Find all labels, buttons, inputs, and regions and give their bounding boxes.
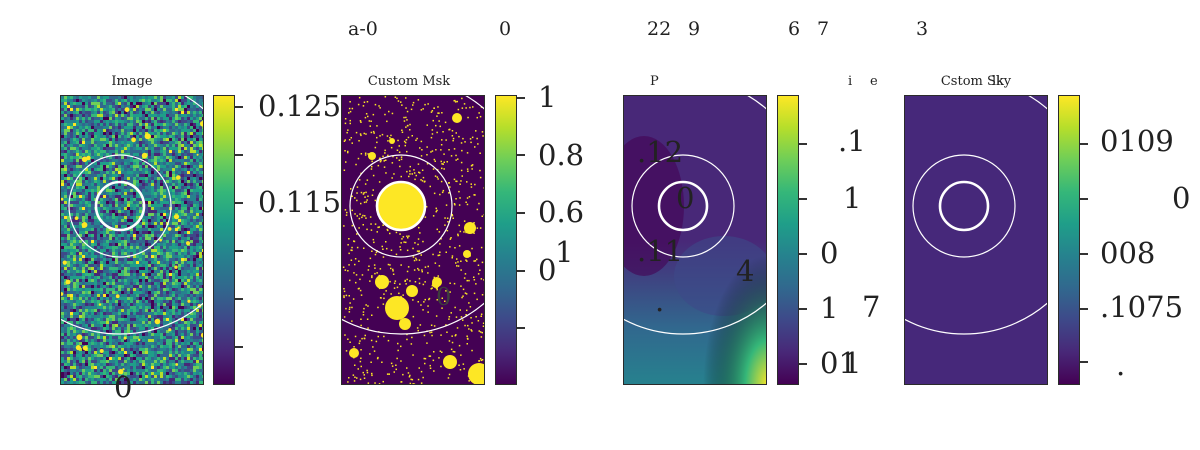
- p-stray-label: 7: [862, 290, 881, 324]
- panel-title-p: P: [650, 74, 659, 89]
- mask-colorbar-tick: [517, 327, 525, 329]
- aperture-ring: [631, 154, 735, 258]
- p-stray-label: .: [655, 284, 665, 318]
- aperture-ring: [61, 96, 203, 335]
- p-colorbar-tick-label: 0: [820, 236, 839, 270]
- top-label-1: a-0: [348, 18, 378, 40]
- mask-colorbar-tick: [517, 97, 525, 99]
- p-colorbar-tick-label: .1: [838, 124, 866, 158]
- p-stray-label: 1: [843, 346, 862, 380]
- mask-colorbar-tick: [517, 154, 525, 156]
- aperture-ring: [905, 96, 1047, 335]
- sky-colorbar-tick-label: .: [1116, 348, 1126, 382]
- p-stray-label: .12: [637, 135, 684, 169]
- p-heatmap: [623, 95, 767, 385]
- image-colorbar-tick: [235, 346, 243, 348]
- mask-colorbar-tick-label: 0.8: [538, 138, 585, 172]
- image-heatmap-canvas: [61, 96, 203, 384]
- p-colorbar-tick: [799, 308, 807, 310]
- image-heatmap: [60, 95, 204, 385]
- p-stray-label: 4: [736, 254, 755, 288]
- mask-colorbar-tick-label: 0.6: [538, 195, 585, 229]
- mask-colorbar: [495, 95, 517, 385]
- p-colorbar-tick: [799, 363, 807, 365]
- p-bright-corner: [624, 96, 766, 384]
- image-colorbar-tick: [235, 202, 243, 204]
- top-label-4: 9: [688, 18, 701, 40]
- panel-title-sky: Cstom Sky: [940, 74, 1012, 89]
- aperture-ring: [912, 154, 1016, 258]
- image-colorbar-tick: [235, 154, 243, 156]
- top-label-3: 22: [647, 18, 672, 40]
- sky-background: [905, 96, 1047, 384]
- panel-title-image: Image: [111, 74, 153, 89]
- sky-colorbar-tick-label: .1075: [1100, 290, 1184, 324]
- mask-colorbar-tick-label: 1: [538, 80, 557, 114]
- mask-stray-label: 1: [555, 235, 574, 269]
- mask-colorbar-tick-label: 0: [538, 253, 557, 287]
- sky-heatmap-canvas: [905, 96, 1047, 384]
- sky-stray-label: 0: [1172, 181, 1191, 215]
- mask-target: [376, 181, 426, 231]
- aperture-rings: [342, 96, 484, 335]
- p-colorbar-tick: [799, 143, 807, 145]
- image-colorbar-tick: [235, 106, 243, 108]
- sky-colorbar-tick: [1080, 198, 1088, 200]
- top-label-6: 7: [817, 18, 830, 40]
- aperture-rings: [624, 96, 766, 335]
- image-colorbar-tick-label: 0.115: [258, 185, 342, 219]
- p-colorbar-tick-label: 01: [820, 346, 857, 380]
- sky-heatmap: [904, 95, 1048, 385]
- p-colorbar-tick: [799, 198, 807, 200]
- mask-heatmap-canvas: [342, 96, 484, 384]
- aperture-rings: [61, 96, 203, 335]
- mask-heatmap: [341, 95, 485, 385]
- mask-sources: [349, 113, 484, 384]
- sky-colorbar: [1058, 95, 1080, 385]
- p-colorbar: [777, 95, 799, 385]
- aperture-ring: [94, 180, 146, 232]
- image-colorbar-tick: [235, 250, 243, 252]
- mask-colorbar-tick: [517, 212, 525, 214]
- aperture-ring: [624, 96, 766, 335]
- image-colorbar-tick: [235, 298, 243, 300]
- sky-colorbar-tick: [1080, 143, 1088, 145]
- aperture-ring: [938, 180, 990, 232]
- p-colorbar-tick: [799, 253, 807, 255]
- image-sources: [61, 107, 203, 384]
- aperture-ring: [349, 154, 453, 258]
- top-label-5: 6: [788, 18, 801, 40]
- aperture-ring: [342, 96, 484, 335]
- mask-colorbar-tick: [517, 270, 525, 272]
- image-stray-label: 0: [114, 370, 133, 404]
- p-colorbar-tick-label: 1: [820, 291, 839, 325]
- top-label-7: 3: [916, 18, 929, 40]
- aperture-ring: [657, 180, 709, 232]
- mask-stray-label: 0: [436, 283, 452, 311]
- aperture-ring: [375, 180, 427, 232]
- p-stray-label: 0: [676, 181, 695, 215]
- sky-colorbar-tick: [1080, 361, 1088, 363]
- sky-colorbar-tick: [1080, 308, 1088, 310]
- extra-label: lk: [992, 74, 1005, 89]
- aperture-ring: [68, 154, 172, 258]
- extra-label: i: [848, 74, 853, 89]
- sky-colorbar-tick-label: 008: [1100, 236, 1156, 270]
- sky-colorbar-tick-label: 0109: [1100, 124, 1174, 158]
- p-heatmap-canvas: [624, 96, 766, 384]
- image-colorbar: [213, 95, 235, 385]
- p-colorbar-tick-label: 1: [843, 181, 862, 215]
- panel-title-mask: Custom Msk: [367, 74, 451, 89]
- extra-label: e: [870, 74, 878, 89]
- p-stray-label: .11: [637, 234, 684, 268]
- image-colorbar-tick-label: 0.125: [258, 89, 342, 123]
- top-label-2: 0: [499, 18, 512, 40]
- sky-colorbar-tick: [1080, 253, 1088, 255]
- aperture-rings: [905, 96, 1047, 335]
